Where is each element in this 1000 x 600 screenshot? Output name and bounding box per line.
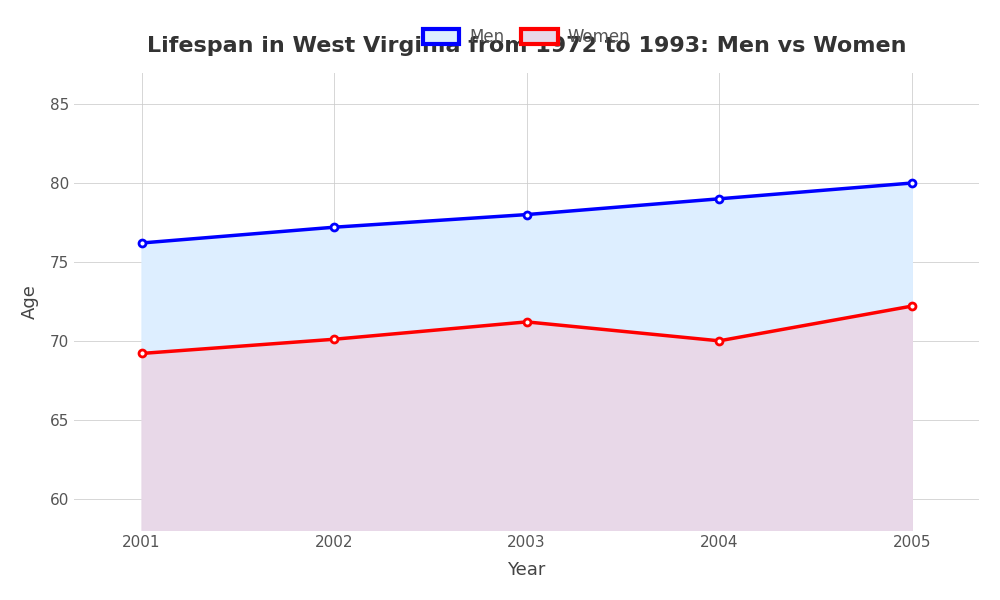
Title: Lifespan in West Virginia from 1972 to 1993: Men vs Women: Lifespan in West Virginia from 1972 to 1… xyxy=(147,36,906,56)
X-axis label: Year: Year xyxy=(507,561,546,579)
Y-axis label: Age: Age xyxy=(21,284,39,319)
Legend: Men, Women: Men, Women xyxy=(416,22,637,53)
